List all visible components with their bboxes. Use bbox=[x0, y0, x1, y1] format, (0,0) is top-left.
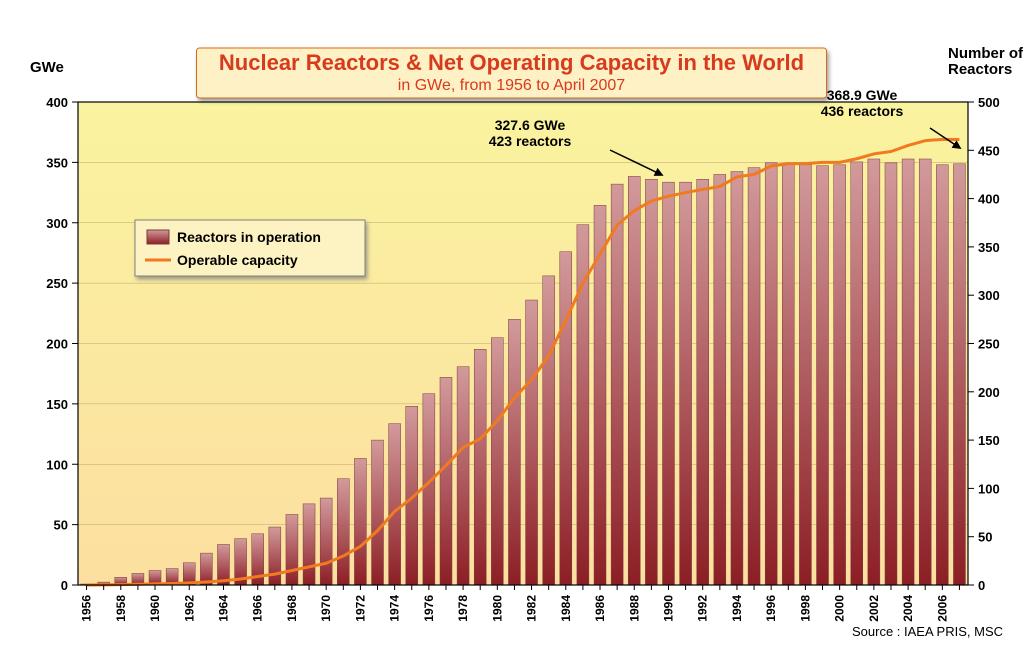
x-tick: 1968 bbox=[285, 595, 299, 622]
y-left-tick: 350 bbox=[46, 155, 68, 170]
reactor-bar bbox=[902, 159, 914, 585]
x-tick: 1990 bbox=[661, 595, 675, 622]
chart-title: Nuclear Reactors & Net Operating Capacit… bbox=[219, 50, 804, 75]
y-right-label: Reactors bbox=[948, 61, 1012, 78]
x-tick: 1960 bbox=[148, 595, 162, 622]
x-tick: 1958 bbox=[114, 595, 128, 622]
y-right-tick: 250 bbox=[978, 337, 1000, 352]
x-tick: 1972 bbox=[353, 595, 367, 622]
y-right-tick: 450 bbox=[978, 143, 1000, 158]
x-tick: 1980 bbox=[490, 595, 504, 622]
x-tick: 2004 bbox=[901, 595, 915, 622]
x-tick: 1984 bbox=[559, 595, 573, 622]
y-right-tick: 100 bbox=[978, 481, 1000, 496]
annotation-text: 327.6 GWe bbox=[495, 117, 566, 133]
reactor-bar bbox=[320, 498, 332, 585]
y-right-tick: 400 bbox=[978, 192, 1000, 207]
y-right-label: Number of bbox=[948, 45, 1023, 62]
x-tick: 1992 bbox=[696, 595, 710, 622]
reactor-bar bbox=[697, 179, 709, 585]
chart-container: 050100150200250300350400GWe0501001502002… bbox=[0, 0, 1023, 646]
y-left-tick: 150 bbox=[46, 397, 68, 412]
x-tick: 1996 bbox=[764, 595, 778, 622]
y-left-tick: 250 bbox=[46, 276, 68, 291]
chart-svg: 050100150200250300350400GWe0501001502002… bbox=[0, 0, 1023, 646]
legend-label-reactors: Reactors in operation bbox=[177, 229, 321, 245]
x-tick: 1956 bbox=[80, 595, 94, 622]
reactor-bar bbox=[953, 164, 965, 585]
y-left-tick: 300 bbox=[46, 216, 68, 231]
reactor-bar bbox=[560, 252, 572, 585]
x-tick: 1976 bbox=[422, 595, 436, 622]
reactor-bar bbox=[645, 179, 657, 585]
reactor-bar bbox=[543, 276, 555, 585]
reactor-bar bbox=[868, 159, 880, 585]
y-right-tick: 150 bbox=[978, 433, 1000, 448]
reactor-bar bbox=[354, 458, 366, 585]
reactor-bar bbox=[782, 164, 794, 585]
reactor-bar bbox=[885, 163, 897, 585]
reactor-bar bbox=[936, 165, 948, 585]
y-right-tick: 0 bbox=[978, 578, 985, 593]
reactor-bar bbox=[491, 338, 503, 585]
annotation-text: 423 reactors bbox=[489, 133, 572, 149]
x-tick: 1962 bbox=[182, 595, 196, 622]
y-right-tick: 50 bbox=[978, 530, 992, 545]
legend-swatch-bar bbox=[147, 230, 169, 244]
chart-subtitle: in GWe, from 1956 to April 2007 bbox=[398, 77, 625, 94]
x-tick: 1988 bbox=[627, 595, 641, 622]
reactor-bar bbox=[303, 504, 315, 585]
annotation-text: 436 reactors bbox=[821, 103, 904, 119]
x-tick: 1966 bbox=[251, 595, 265, 622]
reactor-bar bbox=[372, 440, 384, 585]
reactor-bar bbox=[851, 162, 863, 585]
reactor-bar bbox=[423, 394, 435, 585]
y-right-tick: 500 bbox=[978, 95, 1000, 110]
y-right-tick: 300 bbox=[978, 288, 1000, 303]
reactor-bar bbox=[748, 168, 760, 585]
reactor-bar bbox=[611, 184, 623, 585]
reactor-bar bbox=[680, 182, 692, 585]
y-left-tick: 400 bbox=[46, 95, 68, 110]
x-tick: 1974 bbox=[388, 595, 402, 622]
x-tick: 2000 bbox=[833, 595, 847, 622]
y-left-tick: 50 bbox=[54, 518, 68, 533]
y-left-label: GWe bbox=[30, 59, 64, 76]
y-left-tick: 100 bbox=[46, 457, 68, 472]
x-tick: 1970 bbox=[319, 595, 333, 622]
reactor-bar bbox=[662, 182, 674, 585]
reactor-bar bbox=[731, 172, 743, 585]
x-tick: 1994 bbox=[730, 595, 744, 622]
reactor-bar bbox=[714, 174, 726, 585]
reactor-bar bbox=[457, 367, 469, 585]
reactor-bar bbox=[919, 159, 931, 585]
reactor-bar bbox=[389, 424, 401, 585]
annotation-text: 368.9 GWe bbox=[827, 87, 898, 103]
reactor-bar bbox=[526, 300, 538, 585]
reactor-bar bbox=[474, 349, 486, 585]
x-tick: 2002 bbox=[867, 595, 881, 622]
source-text: Source : IAEA PRIS, MSC bbox=[852, 624, 1003, 639]
x-tick: 1982 bbox=[525, 595, 539, 622]
x-tick: 1964 bbox=[216, 595, 230, 622]
reactor-bar bbox=[440, 377, 452, 585]
y-right-tick: 350 bbox=[978, 240, 1000, 255]
reactor-bar bbox=[286, 514, 298, 585]
reactor-bar bbox=[628, 176, 640, 585]
reactor-bar bbox=[799, 165, 811, 585]
legend-label-capacity: Operable capacity bbox=[177, 252, 298, 268]
y-right-tick: 200 bbox=[978, 385, 1000, 400]
reactor-bar bbox=[834, 165, 846, 585]
reactor-bar bbox=[508, 319, 520, 585]
y-left-tick: 200 bbox=[46, 337, 68, 352]
reactor-bar bbox=[817, 166, 829, 585]
y-left-tick: 0 bbox=[61, 578, 68, 593]
x-tick: 2006 bbox=[935, 595, 949, 622]
reactor-bar bbox=[765, 163, 777, 585]
x-tick: 1978 bbox=[456, 595, 470, 622]
reactor-bar bbox=[337, 479, 349, 585]
x-tick: 1986 bbox=[593, 595, 607, 622]
x-tick: 1998 bbox=[798, 595, 812, 622]
reactor-bar bbox=[269, 527, 281, 585]
